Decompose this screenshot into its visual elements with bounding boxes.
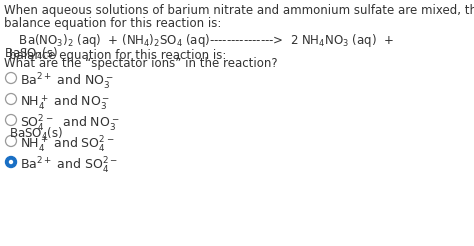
Circle shape [9, 160, 13, 164]
Text: Ba(NO$_3$)$_2$ (aq)  + (NH$_4$)$_2$SO$_4$ (aq)--------------->  2 NH$_4$NO$_3$ (: Ba(NO$_3$)$_2$ (aq) + (NH$_4$)$_2$SO$_4$… [4, 32, 394, 49]
Circle shape [6, 114, 17, 125]
Text: Ba$^{2+}$ and SO$_4^{2-}$: Ba$^{2+}$ and SO$_4^{2-}$ [20, 156, 118, 176]
Text: NH$_4^+$ and SO$_4^{2-}$: NH$_4^+$ and SO$_4^{2-}$ [20, 135, 114, 155]
Circle shape [6, 136, 17, 147]
Text: SO$_4^{2-}$  and NO$_3^-$: SO$_4^{2-}$ and NO$_3^-$ [20, 114, 119, 134]
Circle shape [6, 156, 17, 168]
Text: NH$_4^+$ and NO$_3^-$: NH$_4^+$ and NO$_3^-$ [20, 93, 110, 112]
Text: When aqueous solutions of barium nitrate and ammonium sulfate are mixed, the: When aqueous solutions of barium nitrate… [4, 4, 474, 17]
Text: balance equation for this reaction is:: balance equation for this reaction is: [4, 17, 221, 30]
Circle shape [6, 73, 17, 83]
Circle shape [6, 93, 17, 105]
Text: balance equation for this reaction is:: balance equation for this reaction is: [9, 49, 226, 62]
Text: What are the “spectator ions” in the reaction?: What are the “spectator ions” in the rea… [4, 57, 278, 70]
Text: BaSO$_4$(s): BaSO$_4$(s) [4, 46, 58, 62]
Text: Ba$^{2+}$ and NO$_3^-$: Ba$^{2+}$ and NO$_3^-$ [20, 72, 114, 92]
Text: BaSO$_4$(s): BaSO$_4$(s) [9, 125, 63, 141]
